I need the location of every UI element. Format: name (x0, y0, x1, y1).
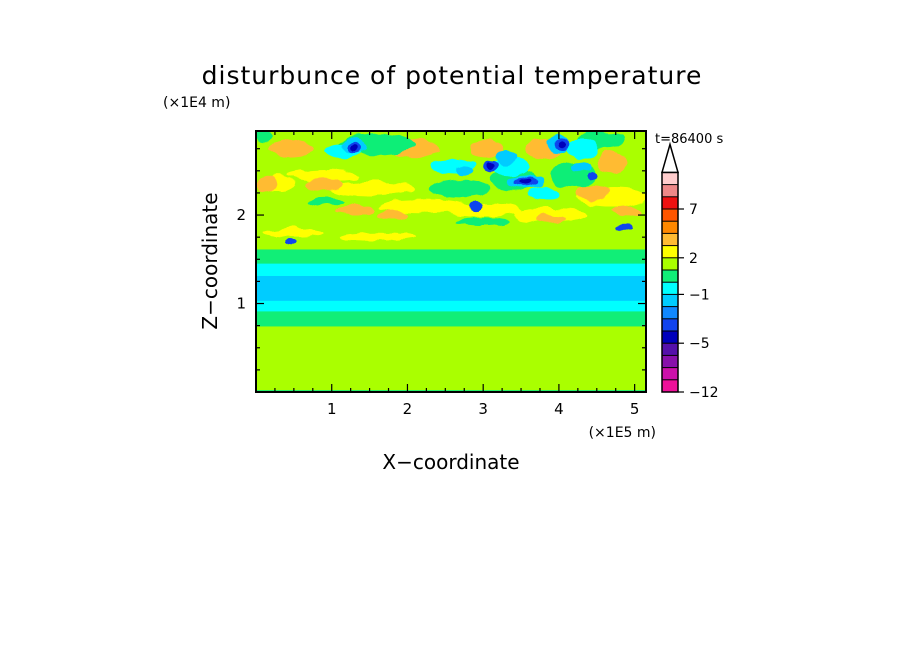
colorbar-swatch (662, 257, 678, 270)
colorbar-swatch (662, 209, 678, 222)
contour-patch (611, 205, 643, 216)
contour-patch (455, 166, 474, 176)
x-tick-label: 3 (478, 400, 488, 418)
contour-patch (339, 232, 416, 242)
contour-patch (335, 206, 374, 216)
contour-patch (468, 201, 484, 211)
contour-patch (566, 139, 597, 158)
contour-patch (518, 178, 531, 185)
colorbar: −12−5−127 (661, 141, 719, 401)
contour-band (256, 275, 646, 301)
colorbar-label: −12 (689, 385, 719, 401)
x-tick-label: 1 (327, 400, 337, 418)
contour-patch (284, 238, 297, 245)
colorbar-extend-arrow (661, 141, 679, 174)
contour-band (256, 262, 646, 277)
colorbar-swatch (662, 367, 678, 380)
colorbar-swatch (662, 282, 678, 295)
colorbar-swatch (662, 294, 678, 307)
contour-patch (471, 139, 503, 158)
contour-patch (331, 181, 416, 196)
time-label: t=86400 s (655, 132, 723, 147)
colorbar-swatch (662, 233, 678, 246)
colorbar-label: −1 (689, 287, 710, 303)
contour-patch (494, 150, 518, 165)
colorbar-swatch (662, 270, 678, 283)
contour-band (256, 389, 646, 392)
plot-area (256, 131, 646, 392)
x-axis-title: X−coordinate (382, 450, 519, 474)
contour-band (256, 325, 646, 391)
contour-patch (596, 151, 628, 173)
contour-band (256, 299, 646, 312)
contour-patch (267, 140, 313, 157)
colorbar-swatch (662, 184, 678, 197)
contour-band (256, 310, 646, 327)
contour-patch (305, 197, 344, 207)
contour-patch (290, 169, 359, 182)
colorbar-label: 7 (689, 202, 698, 218)
colorbar-swatch (662, 306, 678, 319)
colorbar-swatch (662, 355, 678, 368)
contour-patch (528, 185, 559, 201)
colorbar-swatch (662, 318, 678, 331)
colorbar-swatch (662, 343, 678, 356)
contour-patch (377, 199, 469, 214)
contour-patch (536, 215, 567, 224)
colorbar-swatch (662, 221, 678, 234)
contour-patch (350, 145, 359, 152)
x-tick-label: 2 (403, 400, 413, 418)
chart-title: disturbunce of potential temperature (202, 61, 703, 90)
contour-patch (377, 210, 408, 220)
contour-patch (256, 131, 272, 141)
x-tick-label: 4 (554, 400, 564, 418)
colorbar-label: −5 (689, 336, 710, 352)
contour-patch (445, 204, 522, 217)
y-axis-unit: (×1E4 m) (163, 95, 230, 111)
plot-frame (255, 130, 647, 393)
x-tick-label: 5 (630, 400, 640, 418)
x-axis-unit: (×1E5 m) (589, 425, 656, 441)
contour-patch (558, 140, 567, 148)
y-tick-label: 1 (236, 295, 246, 313)
contour-patch (305, 178, 344, 190)
contour-patch (258, 175, 277, 193)
contour-patch (486, 163, 495, 170)
y-axis-title: Z−coordinate (198, 192, 222, 329)
feature-layer (256, 131, 646, 245)
colorbar-swatch (662, 331, 678, 344)
contour-patch (430, 179, 491, 198)
contour-patch (586, 170, 600, 180)
contour-patch (614, 224, 633, 232)
colorbar-swatch (662, 172, 678, 185)
contour-patch (513, 207, 590, 223)
axes: 1 2 3 4 5 1 2 (236, 131, 646, 418)
contour-patch (577, 185, 609, 201)
colorbar-label: 2 (689, 251, 698, 267)
colorbar-swatch (662, 245, 678, 258)
contour-band (256, 248, 646, 264)
contour-patch (456, 217, 510, 227)
contour-patch (572, 161, 591, 172)
colorbar-swatch (662, 379, 678, 392)
colorbar-swatch (662, 196, 678, 209)
y-tick-label: 2 (236, 206, 246, 224)
contour-patch (263, 228, 325, 238)
